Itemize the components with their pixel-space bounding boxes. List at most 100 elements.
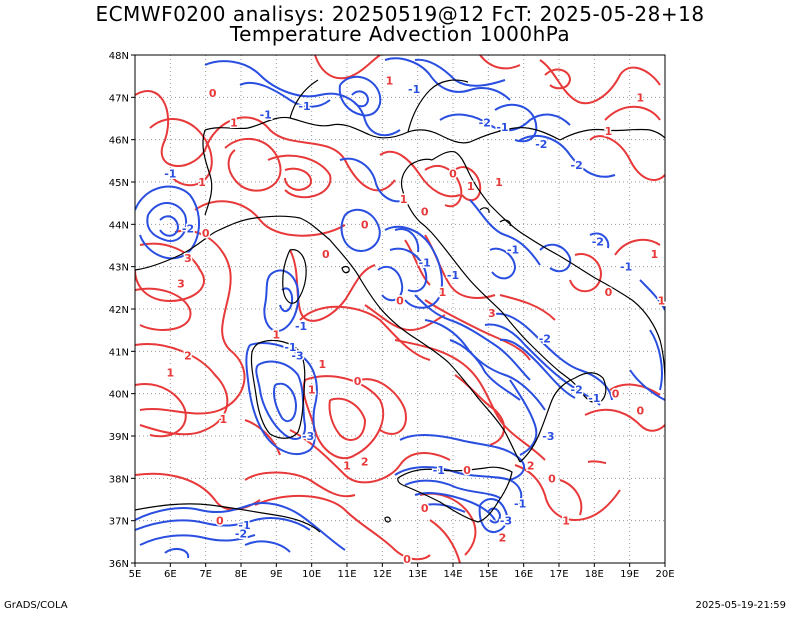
contour-label: 0 — [322, 248, 330, 261]
lon-tick-label: 20E — [655, 569, 674, 580]
contour-label: -3 — [291, 350, 303, 363]
contour-label: -1 — [433, 464, 445, 477]
lat-tick-label: 39N — [109, 432, 129, 443]
contour-label: 1 — [495, 176, 503, 189]
contour-label: 0 — [354, 375, 362, 388]
map-title: ECMWF0200 analisys: 20250519@12 FcT: 202… — [95, 2, 705, 26]
contour-label: 0 — [636, 405, 644, 418]
contour-label: 2 — [361, 455, 369, 468]
lat-tick-label: 42N — [109, 305, 129, 316]
lon-tick-label: 9E — [270, 569, 283, 580]
lon-tick-label: 14E — [443, 569, 462, 580]
contour-label: 3 — [177, 278, 185, 291]
lon-tick-label: 13E — [408, 569, 427, 580]
contour-label: -3 — [302, 430, 314, 443]
axis-ticks: 5E 6E 7E 8E 9E 10E 11E 12E 13E 14E 15E 16E 17E 18E 19E… — [109, 51, 675, 580]
lat-tick-label: 44N — [109, 220, 129, 231]
contour-label: 3 — [488, 307, 496, 320]
contour-label: -1 — [298, 100, 310, 113]
contour-label: 0 — [403, 553, 411, 566]
contour-label: 0 — [209, 87, 217, 100]
contour-label: 2 — [527, 460, 535, 473]
lon-tick-label: 15E — [479, 569, 498, 580]
render-timestamp: 2025-05-19-21:59 — [695, 600, 786, 611]
contour-label: -1 — [514, 498, 526, 511]
contour-label: 0 — [216, 515, 224, 528]
coastlines — [135, 79, 665, 533]
contour-label: 1 — [343, 460, 351, 473]
contour-label: -2 — [571, 159, 583, 172]
lon-tick-label: 18E — [585, 569, 604, 580]
lat-tick-label: 37N — [109, 517, 129, 528]
contour-label: 0 — [421, 206, 429, 219]
contour-label: -1 — [507, 244, 519, 257]
contour-label: 1 — [386, 74, 394, 87]
contour-label: -1 — [588, 392, 600, 405]
lon-tick-label: 16E — [514, 569, 533, 580]
contour-label: 1 — [318, 358, 326, 371]
contour-label: -3 — [542, 430, 554, 443]
contour-label: -2 — [235, 527, 247, 540]
contour-label: 0 — [202, 227, 210, 240]
lat-tick-label: 48N — [109, 51, 129, 62]
lon-tick-label: 10E — [302, 569, 321, 580]
contour-label: 1 — [220, 413, 228, 426]
contour-label: -2 — [592, 235, 604, 248]
lon-tick-label: 12E — [373, 569, 392, 580]
lon-tick-label: 8E — [235, 569, 248, 580]
contour-label: 0 — [396, 295, 404, 308]
lon-tick-label: 17E — [549, 569, 568, 580]
contour-label: 1 — [230, 117, 238, 130]
contour-label: -2 — [539, 333, 551, 346]
contour-label: 0 — [612, 388, 620, 401]
contour-label: -1 — [620, 261, 632, 274]
contour-label: 2 — [499, 532, 507, 545]
lat-tick-label: 36N — [109, 559, 129, 570]
lon-tick-label: 6E — [164, 569, 177, 580]
contour-label: -1 — [496, 121, 508, 134]
software-credit: GrADS/COLA — [4, 600, 68, 611]
contour-label: -2 — [535, 138, 547, 151]
lon-tick-label: 5E — [129, 569, 142, 580]
contour-label: 1 — [658, 295, 666, 308]
map-subtitle: Temperature Advection 1000hPa — [229, 22, 571, 46]
contour-label: -1 — [238, 519, 250, 532]
contour-label: 0 — [421, 502, 429, 515]
contour-label: -1 — [164, 168, 176, 181]
contour-label: 1 — [439, 286, 447, 299]
contour-label: 1 — [636, 91, 644, 104]
contour-label: 0 — [548, 472, 556, 485]
contour-label: -1 — [447, 269, 459, 282]
contour-label: 1 — [467, 180, 475, 193]
contour-label: -1 — [408, 83, 420, 96]
lon-tick-label: 19E — [620, 569, 639, 580]
contour-label: 1 — [562, 515, 570, 528]
lon-tick-label: 7E — [199, 569, 212, 580]
contour-label: -2 — [479, 117, 491, 130]
contour-label: 1 — [651, 248, 659, 261]
contour-label: 1 — [605, 125, 613, 138]
contour-label: 1 — [273, 328, 281, 341]
lat-tick-label: 38N — [109, 474, 129, 485]
contour-label: 2 — [184, 350, 192, 363]
lat-tick-label: 41N — [109, 347, 129, 358]
contour-label: -2 — [571, 383, 583, 396]
contour-label: -3 — [500, 515, 512, 528]
contour-label: 3 — [184, 252, 192, 265]
lat-tick-label: 47N — [109, 93, 129, 104]
contour-label: -1 — [284, 341, 296, 354]
lat-tick-label: 45N — [109, 178, 129, 189]
contour-field — [135, 55, 665, 563]
contour-label: -2 — [182, 223, 194, 236]
warm-contours — [135, 55, 665, 563]
contour-label: -1 — [260, 108, 272, 121]
contour-label: -1 — [295, 320, 307, 333]
lon-tick-label: 11E — [337, 569, 356, 580]
lat-tick-label: 40N — [109, 390, 129, 401]
cold-contours — [135, 57, 665, 559]
contour-label: 1 — [167, 367, 175, 380]
lat-tick-label: 43N — [109, 263, 129, 274]
contour-label: -1 — [419, 256, 431, 269]
